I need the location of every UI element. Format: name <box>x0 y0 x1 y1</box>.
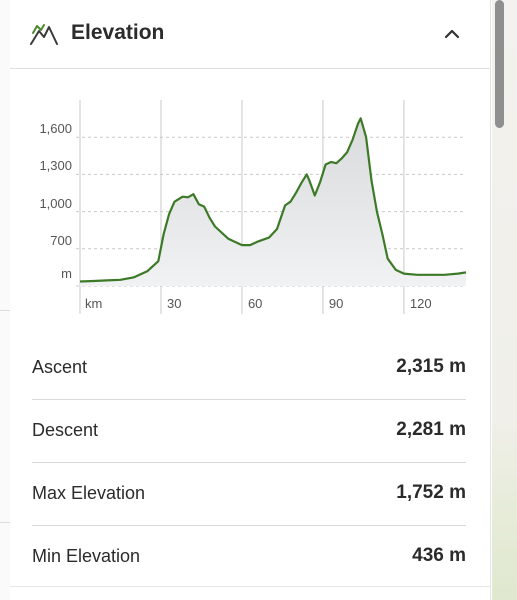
x-axis-unit-label: km <box>85 296 103 311</box>
scrollbar-thumb[interactable] <box>495 0 504 128</box>
x-tick-label: 90 <box>328 296 344 311</box>
stat-label: Max Elevation <box>32 483 146 503</box>
x-tick-label: 120 <box>409 296 432 311</box>
stat-value: 436 m <box>412 545 466 566</box>
x-tick-label: 60 <box>247 296 263 311</box>
stat-value: 2,315 m <box>396 356 466 377</box>
scrollbar[interactable] <box>492 0 506 600</box>
stat-row-ascent: Ascent 2,315 m <box>32 337 466 400</box>
stat-row-min-elevation: Min Elevation 436 m <box>32 526 466 588</box>
y-tick-label: 1,300 <box>39 158 72 174</box>
stat-label: Ascent <box>32 357 88 377</box>
panel-title: Elevation <box>71 21 165 44</box>
y-tick-label: 1,600 <box>39 121 72 137</box>
elevation-line <box>79 117 467 283</box>
y-tick-label: 700 <box>50 232 72 248</box>
sidebar-edge-divider <box>0 522 10 523</box>
stat-label: Min Elevation <box>32 546 141 566</box>
x-tick-label: 30 <box>166 296 182 311</box>
y-axis-unit-label: m <box>61 266 72 281</box>
stat-row-max-elevation: Max Elevation 1,752 m <box>32 463 466 526</box>
collapse-button[interactable] <box>438 20 466 48</box>
panel-header: Elevation <box>10 0 490 69</box>
stat-value: 1,752 m <box>396 482 466 503</box>
elevation-chart-svg <box>76 100 467 314</box>
stat-label: Descent <box>32 420 99 440</box>
stat-value: 2,281 m <box>396 419 466 440</box>
y-tick-label: 1,000 <box>39 195 72 211</box>
elevation-area <box>80 118 466 287</box>
chevron-up-icon <box>444 29 460 39</box>
elevation-chart[interactable]: 700 1,000 1,300 1,600 m 30 60 90 120 km <box>10 90 490 330</box>
elevation-panel: Elevation 700 1,000 1,300 1,600 m 30 60 90 120 km… <box>10 0 491 600</box>
mountain-icon <box>30 24 58 45</box>
stat-row-descent: Descent 2,281 m <box>32 400 466 463</box>
sidebar-edge-divider <box>0 310 10 311</box>
panel-bottom-divider <box>10 586 490 587</box>
